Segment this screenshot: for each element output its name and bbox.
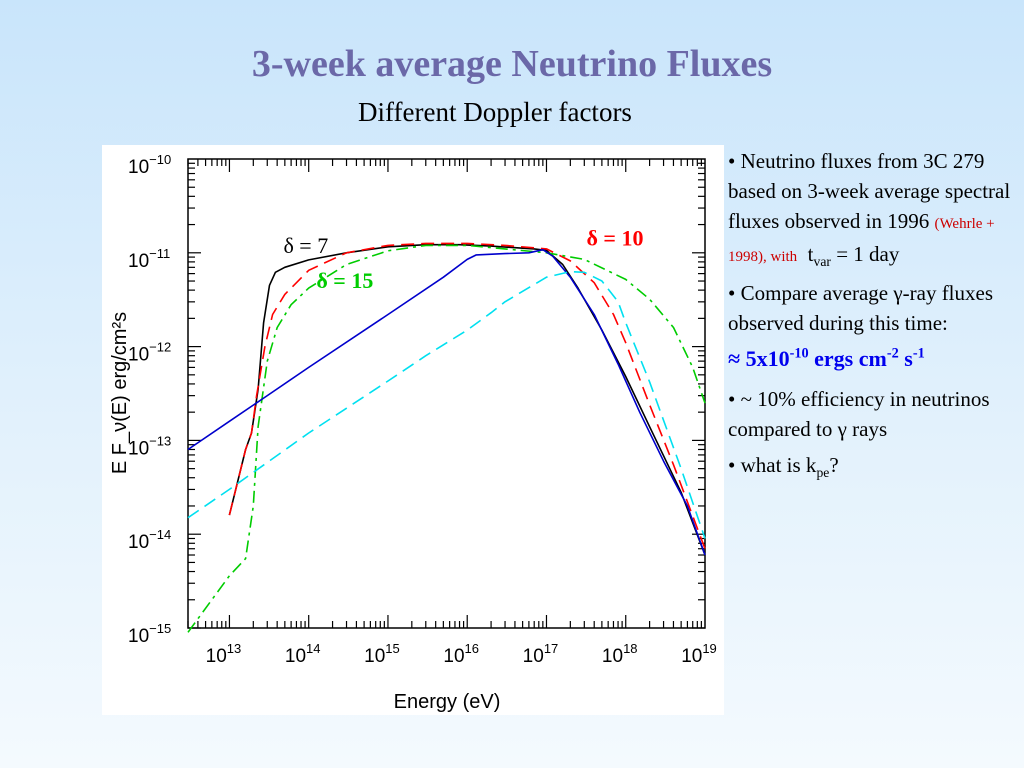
tvar-symbol: t: [807, 242, 814, 266]
tvar-value: = 1 day: [830, 242, 900, 266]
citation-wehrle: (Wehrle + 1998), with: [728, 216, 995, 265]
flux-exponent-2: -2: [886, 345, 899, 362]
tick-labels: 1013 1014 1015 1016 1017 1018 1019 10−10 10−11 10…: [128, 152, 717, 667]
x-tick-label: 1018: [602, 641, 638, 667]
annotation-label: δ = 15: [316, 268, 373, 293]
bullet-list: • Neutrino fluxes from 3C 279 based on 3…: [728, 146, 1018, 486]
bullet-3-text: • ~ 10% efficiency in neutrinos compared…: [728, 387, 990, 441]
annotation-label: δ = 10: [587, 225, 644, 250]
plot-frame: [187, 158, 706, 629]
gamma-flux-value: ≈ 5x10-10 ergs cm-2 s-1: [728, 344, 1018, 374]
axis-ticks: [187, 159, 705, 629]
chart-panel: 1013 1014 1015 1016 1017 1018 1019 10−10 10−11 10…: [102, 145, 724, 715]
kpe-subscript: pe: [816, 465, 830, 481]
bullet-4-end: ?: [829, 453, 839, 477]
flux-exponent-3: -1: [912, 345, 925, 362]
flux-unit-cm: ergs cm: [808, 346, 887, 371]
annotation-label: δ = 7: [283, 233, 328, 258]
neutrino-flux-chart: 1013 1014 1015 1016 1017 1018 1019 10−10 10−11 10…: [109, 152, 717, 713]
series-cyan-curve: [187, 270, 706, 539]
series-annotations: δ = 7 δ = 10 δ = 15: [283, 225, 643, 293]
flux-prefix: ≈ 5x10: [728, 346, 790, 371]
y-axis-label: E F_ν(E) erg/cm²s: [109, 312, 131, 474]
x-tick-label: 1014: [285, 641, 321, 667]
bullet-efficiency: • ~ 10% efficiency in neutrinos compared…: [728, 384, 1018, 444]
y-tick-label: 10−12: [128, 340, 171, 366]
series-blue-curve: [187, 248, 706, 556]
x-tick-label: 1013: [206, 641, 242, 667]
series-lines: [187, 242, 706, 633]
x-tick-label: 1017: [523, 641, 559, 667]
slide-subtitle: Different Doppler factors: [358, 97, 632, 127]
flux-exponent-1: -10: [789, 345, 809, 362]
y-tick-label: 10−13: [128, 433, 171, 459]
bullet-2-text: • Compare average γ-ray fluxes observed …: [728, 281, 994, 335]
bullet-1-text: • Neutrino fluxes from 3C 279 based on 3…: [728, 149, 1011, 233]
tvar-subscript: var: [813, 254, 831, 270]
x-tick-label: 1019: [681, 641, 717, 667]
y-tick-label: 10−11: [128, 246, 170, 272]
slide-title: 3-week average Neutrino Fluxes: [251, 43, 773, 85]
bullet-4-text: • what is k: [728, 453, 817, 477]
x-tick-label: 1015: [364, 641, 400, 667]
x-axis-label: Energy (eV): [394, 691, 501, 713]
bullet-kpe-question: • what is kpe?: [728, 450, 1018, 480]
series-delta-10-curve: [228, 242, 706, 549]
flux-unit-s: s: [898, 346, 913, 371]
y-tick-label: 10−10: [128, 152, 171, 178]
series-delta-15-curve: [187, 244, 706, 633]
x-tick-label: 1016: [443, 641, 479, 667]
bullet-neutrino-fluxes: • Neutrino fluxes from 3C 279 based on 3…: [728, 146, 1018, 272]
y-tick-label: 10−14: [128, 527, 171, 553]
y-tick-label: 10−15: [128, 621, 171, 647]
bullet-compare-gamma: • Compare average γ-ray fluxes observed …: [728, 278, 1018, 338]
